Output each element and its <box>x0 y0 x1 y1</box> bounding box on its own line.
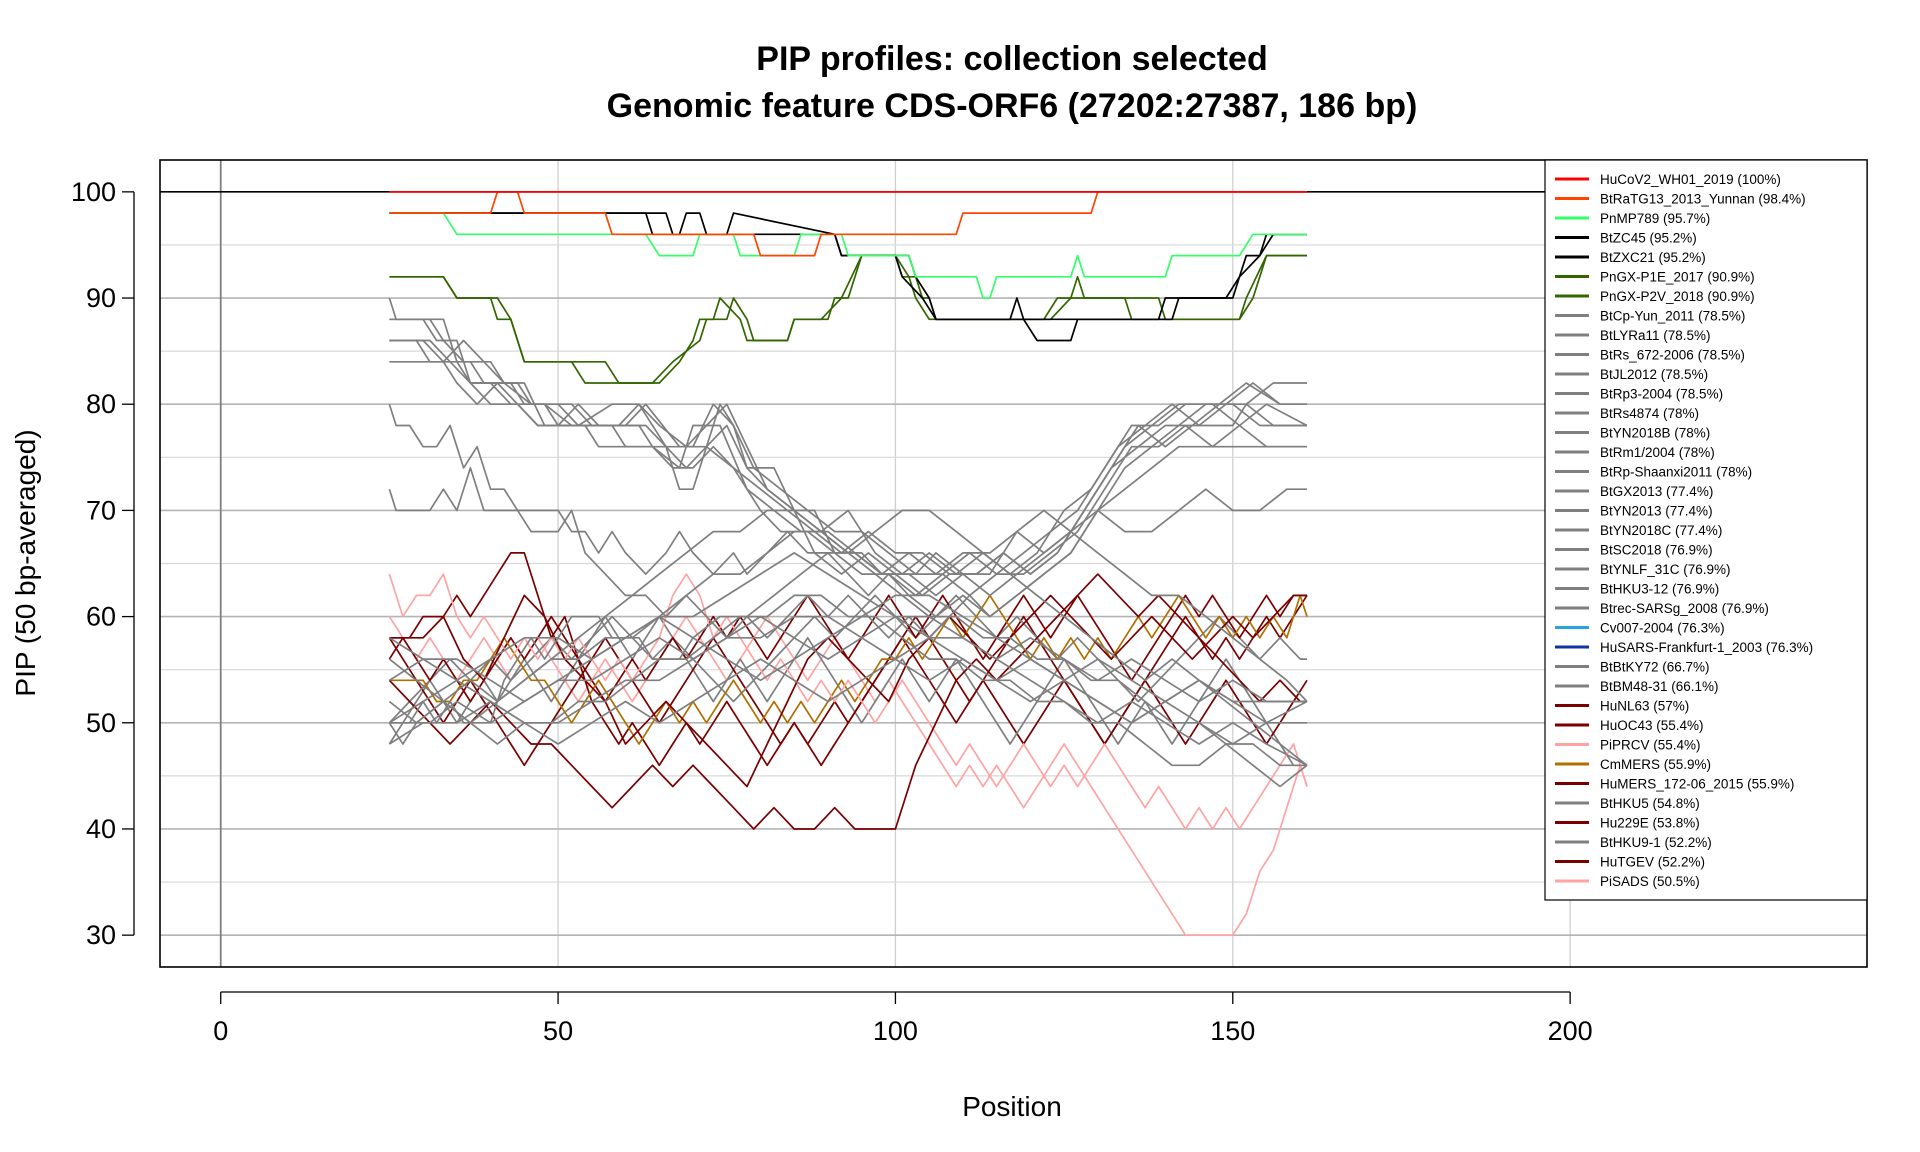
legend-entry: BtRm1/2004 (78%) <box>1600 445 1715 460</box>
legend-entry: PiSADS (50.5%) <box>1600 874 1700 889</box>
series-line <box>389 212 1307 299</box>
legend-entry: BtYNLF_31C (76.9%) <box>1600 562 1731 577</box>
y-tick-label: 100 <box>71 177 116 207</box>
legend-box <box>1544 159 1868 901</box>
series-line <box>388 552 1308 767</box>
legend-entry: BtBtKY72 (66.7%) <box>1600 660 1710 675</box>
y-tick-label: 40 <box>86 814 116 844</box>
legend-entry: BtCp-Yun_2011 (78.5%) <box>1600 309 1745 324</box>
series-lines <box>388 191 1308 936</box>
x-tick-label: 50 <box>543 1016 573 1046</box>
legend-entry: BtJL2012 (78.5%) <box>1600 367 1708 382</box>
legend-entry: CmMERS (55.9%) <box>1600 757 1711 772</box>
legend-entry: HuOC43 (55.4%) <box>1600 718 1704 733</box>
series-line <box>388 573 1308 830</box>
x-tick-label: 200 <box>1548 1016 1593 1046</box>
legend-entry: BtRs4874 (78%) <box>1600 406 1699 421</box>
series-line <box>388 573 1307 830</box>
legend-entry: BtYN2018C (77.4%) <box>1600 523 1722 538</box>
y-tick-label: 30 <box>86 920 116 950</box>
chart-subtitle: Genomic feature CDS-ORF6 (27202:27387, 1… <box>607 87 1418 125</box>
legend-entry: HuCoV2_WH01_2019 (100%) <box>1600 172 1781 187</box>
legend-entry: BtRp-Shaanxi2011 (78%) <box>1600 465 1752 480</box>
series-line <box>389 318 1307 575</box>
legend-entry: BtSC2018 (76.9%) <box>1600 543 1713 558</box>
series-line <box>388 594 1308 788</box>
legend-entry: BtZXC21 (95.2%) <box>1600 250 1706 265</box>
series-line <box>388 403 1307 618</box>
legend-entry: BtYN2018B (78%) <box>1600 426 1710 441</box>
legend-entry: Hu229E (53.8%) <box>1600 816 1700 831</box>
y-tick-label: 90 <box>86 283 116 313</box>
legend-entry: BtGX2013 (77.4%) <box>1600 484 1713 499</box>
legend-entry: BtZC45 (95.2%) <box>1600 231 1697 246</box>
x-tick-label: 0 <box>213 1016 228 1046</box>
legend-entry: BtHKU9-1 (52.2%) <box>1600 835 1712 850</box>
series-line <box>388 594 1307 724</box>
legend-entry: BtYN2013 (77.4%) <box>1600 504 1713 519</box>
legend-entry: BtHKU5 (54.8%) <box>1600 796 1700 811</box>
y-tick-label: 50 <box>86 708 116 738</box>
legend-entry: BtLYRa11 (78.5%) <box>1600 328 1711 343</box>
legend-entry: BtRs_672-2006 (78.5%) <box>1600 348 1745 363</box>
series-line <box>389 509 1308 724</box>
y-axis: 30 40 50 60 70 80 90 100 <box>71 177 135 950</box>
series-line <box>388 297 1307 575</box>
legend: HuCoV2_WH01_2019 (100%) BtRaTG13_2013_Yun… <box>1544 159 1868 901</box>
x-axis: 0 50 100 150 200 <box>213 991 1593 1046</box>
y-axis-title: PIP (50 bp-averaged) <box>10 429 41 696</box>
legend-entry: BtHKU3-12 (76.9%) <box>1600 582 1719 597</box>
series-line <box>388 509 1307 767</box>
series-line <box>389 594 1308 745</box>
legend-entry: BtRaTG13_2013_Yunnan (98.4%) <box>1600 192 1806 207</box>
series-line <box>389 339 1307 597</box>
legend-entry: HuTGEV (52.2%) <box>1600 855 1705 870</box>
legend-entry: PnMP789 (95.7%) <box>1600 211 1710 226</box>
series-line <box>388 467 1307 639</box>
x-tick-label: 100 <box>873 1016 918 1046</box>
legend-entry: PnGX-P1E_2017 (90.9%) <box>1600 270 1755 285</box>
legend-entry: Btrec-SARSg_2008 (76.9%) <box>1600 601 1769 616</box>
legend-entry: HuSARS-Frankfurt-1_2003 (76.3%) <box>1600 640 1813 655</box>
y-tick-label: 80 <box>86 389 116 419</box>
y-tick-label: 70 <box>86 495 116 525</box>
legend-entry: PnGX-P2V_2018 (90.9%) <box>1600 289 1755 304</box>
legend-entry: PiPRCV (55.4%) <box>1600 738 1701 753</box>
legend-entry: HuMERS_172-06_2015 (55.9%) <box>1600 777 1794 792</box>
chart-title: PIP profiles: collection selected <box>756 40 1267 78</box>
x-axis-title: Position <box>962 1091 1062 1122</box>
series-line <box>389 212 1307 342</box>
series-line <box>389 318 1308 575</box>
legend-entry: HuNL63 (57%) <box>1600 699 1689 714</box>
legend-entry: BtRp3-2004 (78.5%) <box>1600 387 1723 402</box>
y-tick-label: 60 <box>86 602 116 632</box>
legend-entry: Cv007-2004 (76.3%) <box>1600 621 1725 636</box>
legend-entry: BtBM48-31 (66.1%) <box>1600 679 1719 694</box>
x-tick-label: 150 <box>1210 1016 1255 1046</box>
